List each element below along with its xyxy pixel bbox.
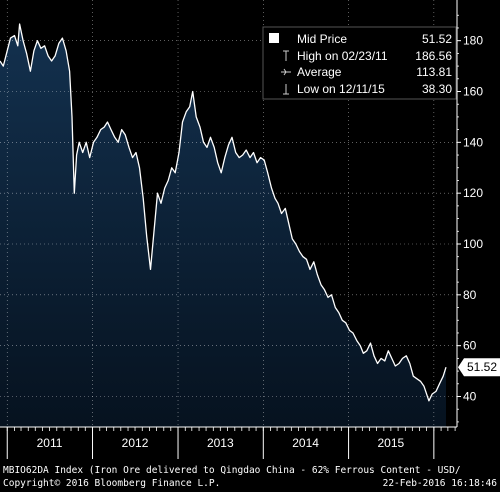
y-tick-label-120: 120 xyxy=(463,186,483,200)
footer-index-description: MBIO62DA Index (Iron Ore delivered to Qi… xyxy=(3,465,461,476)
legend-label: High on 02/23/11 xyxy=(297,49,388,63)
price-line xyxy=(0,23,447,402)
y-tick-label-100: 100 xyxy=(463,237,483,251)
y-tick-label-180: 180 xyxy=(463,34,483,48)
low-marker-icon xyxy=(283,84,289,95)
legend-row-0: Mid Price 51.52 xyxy=(269,32,452,46)
x-tick-label-2015: 2015 xyxy=(378,436,405,450)
last-value-label: 51.52 xyxy=(467,360,497,374)
legend-label: Mid Price xyxy=(297,32,347,46)
high-marker-icon xyxy=(283,50,289,61)
legend-row-1: High on 02/23/11 186.56 xyxy=(283,49,452,63)
legend-value: 113.81 xyxy=(416,65,452,79)
x-tick-label-2011: 2011 xyxy=(37,436,63,450)
y-tick-label-40: 40 xyxy=(463,390,477,404)
x-tick-label-2012: 2012 xyxy=(122,436,149,450)
y-tick-label-60: 60 xyxy=(463,339,477,353)
x-tick-label-2013: 2013 xyxy=(207,436,234,450)
chart-legend: Mid Price 51.52 High on 02/23/11 186.56 Aver… xyxy=(262,26,457,100)
y-tick-label-80: 80 xyxy=(463,288,477,302)
y-tick-label-160: 160 xyxy=(463,85,483,99)
x-tick-label-2014: 2014 xyxy=(292,436,319,450)
footer: MBIO62DA Index (Iron Ore delivered to Qi… xyxy=(3,465,497,489)
legend-value: 51.52 xyxy=(422,32,452,46)
x-axis: 2011 2012 2013 2014 2015 xyxy=(0,426,457,459)
gridlines xyxy=(0,0,457,427)
square-icon xyxy=(269,33,279,43)
legend-value: 186.56 xyxy=(415,49,452,63)
y-axis: 40 60 80 100 120 140 160 180 51.52 xyxy=(456,0,500,427)
legend-label: Low on 12/11/15 xyxy=(297,82,385,96)
area-layer xyxy=(0,24,446,427)
legend-row-3: Low on 12/11/15 38.30 xyxy=(283,82,452,96)
average-marker-icon xyxy=(281,68,291,76)
legend-box xyxy=(262,26,457,100)
last-value-badge xyxy=(458,358,500,377)
y-tick-label-140: 140 xyxy=(463,135,483,149)
footer-timestamp: 22-Feb-2016 16:18:46 xyxy=(383,478,498,489)
legend-label: Average xyxy=(297,65,342,79)
price-area xyxy=(0,24,446,427)
legend-value: 38.30 xyxy=(422,82,452,96)
line-layer xyxy=(0,23,447,402)
footer-copyright: Copyright© 2016 Bloomberg Finance L.P. xyxy=(3,478,220,489)
legend-row-2: Average 113.81 xyxy=(281,65,452,79)
